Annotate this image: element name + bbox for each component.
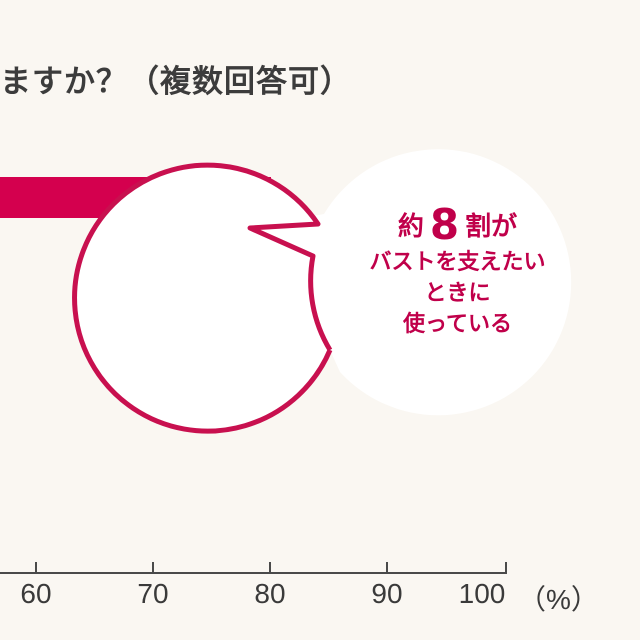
chart-title: ますか？（複数回答可） xyxy=(0,64,352,100)
callout-text: 約 8 割が バストを支えたい ときに 使っている xyxy=(330,204,585,340)
callout-number: 8 xyxy=(429,200,460,249)
tick-label-80: 80 xyxy=(254,578,286,609)
callout-line-1: バストを支えたい xyxy=(369,250,546,275)
callout-line-3: 使っている xyxy=(403,312,512,337)
tick-100 xyxy=(505,562,507,573)
x-axis xyxy=(0,572,507,574)
axis-unit: （%） xyxy=(518,584,599,615)
callout-prefix: 約 xyxy=(397,212,424,242)
callout-headline: 約 8 割が xyxy=(330,204,585,247)
tick-label-60: 60 xyxy=(20,578,52,609)
callout-line-2: ときに xyxy=(424,281,491,306)
tick-label-70: 70 xyxy=(137,578,169,609)
tick-70 xyxy=(152,562,154,573)
tick-90 xyxy=(386,562,388,573)
tick-80 xyxy=(269,562,271,573)
tick-label-90: 90 xyxy=(371,578,403,609)
tick-60 xyxy=(35,562,37,573)
callout-suffix: 割が xyxy=(465,212,518,242)
tick-label-100: 100 xyxy=(458,578,506,609)
